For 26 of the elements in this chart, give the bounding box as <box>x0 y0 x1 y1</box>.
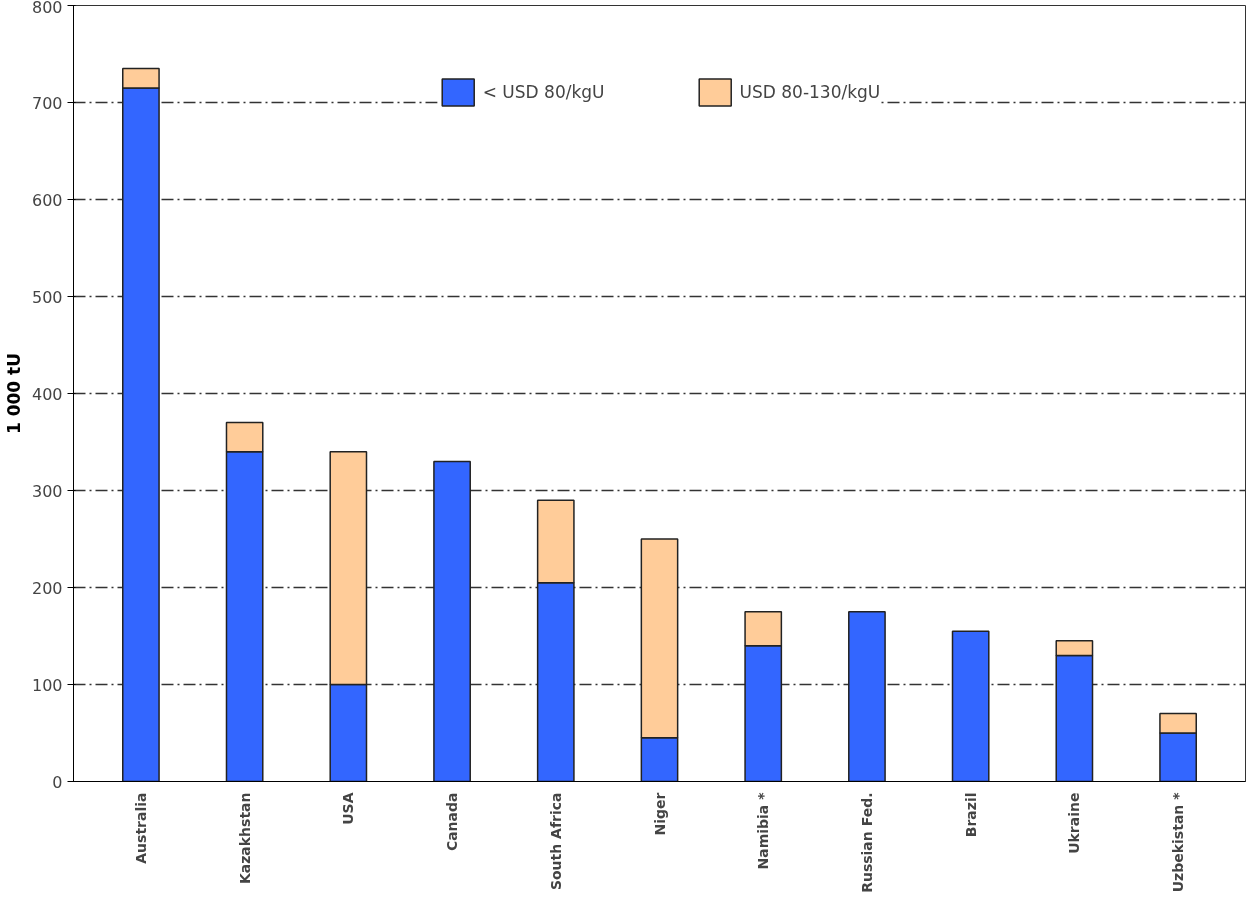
x-tick-label: Canada <box>444 792 461 852</box>
bar <box>951 630 990 782</box>
y-tick-label: 0 <box>52 772 63 792</box>
x-tick-label: Russian Fed. <box>858 792 875 893</box>
x-tick-label: Namibia * <box>755 791 772 870</box>
y-tick-label: 700 <box>31 93 63 113</box>
y-tick-label: 800 <box>31 0 63 17</box>
bar <box>433 460 471 782</box>
y-tick-label: 500 <box>31 287 63 307</box>
y-tick-label: 600 <box>31 190 63 210</box>
x-tick-label: USA <box>340 792 357 825</box>
x-tick-label: Brazil <box>962 792 979 838</box>
y-tick-label: 200 <box>31 578 63 598</box>
x-tick-label: Kazakhstan <box>236 792 253 885</box>
y-tick-label: 100 <box>31 675 63 695</box>
bar <box>848 611 886 782</box>
y-tick-label: 300 <box>31 481 63 501</box>
x-tick-label: Uzbekistan * <box>1170 791 1187 893</box>
x-tick-label: Niger <box>651 792 668 836</box>
y-axis-title: 1 000 tU <box>3 352 24 435</box>
legend-label: < USD 80/kgU <box>482 82 605 102</box>
x-tick-label: South Africa <box>547 792 564 891</box>
x-tick-label: Ukraine <box>1066 792 1083 854</box>
x-tick-label: Australia <box>132 792 149 864</box>
y-tick-label: 400 <box>31 384 63 404</box>
legend-label: USD 80-130/kgU <box>739 82 881 102</box>
